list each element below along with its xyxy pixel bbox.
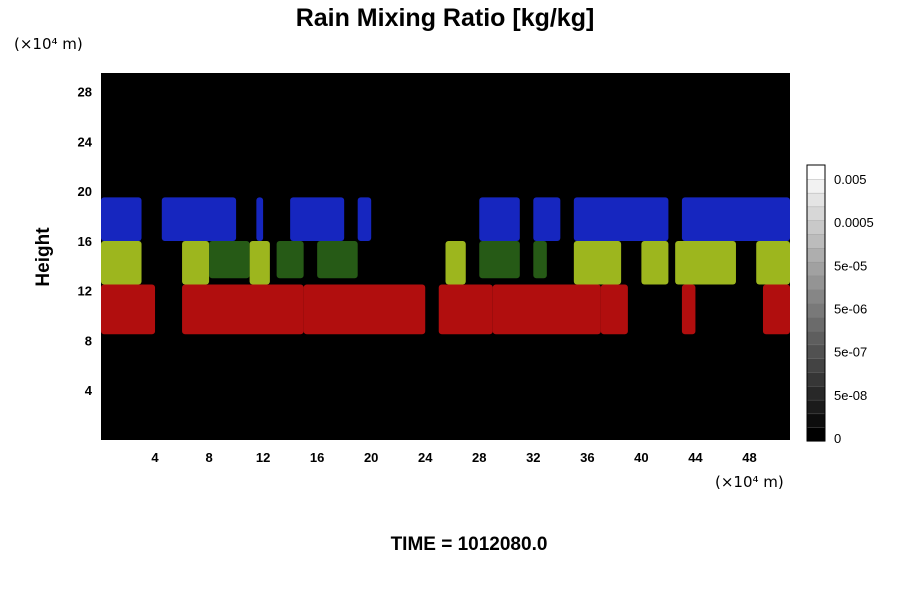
x-axis-unit: (×10⁴ m)	[715, 473, 784, 491]
colorbar-tick-label: 0.0005	[834, 215, 874, 230]
x-tick-label: 20	[364, 450, 378, 465]
y-axis-ticks: 4 8 12 16 20 24 28	[78, 85, 93, 399]
data-bands	[101, 197, 790, 335]
colorbar: 0.005 0.0005 5e-05 5e-06 5e-07 5e-08 0	[806, 164, 874, 446]
colorbar-step	[806, 289, 826, 304]
data-band-segment	[573, 240, 622, 285]
plot-area	[101, 73, 790, 440]
data-band-segment	[276, 240, 304, 279]
data-band-segment	[762, 284, 790, 335]
data-band-segment	[357, 197, 372, 241]
y-axis-label: Height	[33, 227, 54, 287]
data-band-segment	[161, 197, 237, 241]
colorbar-step	[806, 330, 826, 346]
x-tick-label: 24	[418, 450, 433, 465]
time-label: TIME = 1012080.0	[391, 534, 548, 555]
colorbar-step	[806, 164, 826, 180]
colorbar-step	[806, 247, 826, 263]
data-band-segment	[101, 197, 142, 241]
data-band-segment	[681, 284, 696, 335]
x-tick-label: 4	[151, 450, 159, 465]
data-band-segment	[573, 197, 669, 241]
x-axis-ticks: 4 8 12 16 20 24 28 32 36 40 44 48	[151, 450, 756, 465]
data-band-segment	[533, 197, 561, 241]
colorbar-step	[806, 399, 826, 415]
data-band-segment	[182, 284, 304, 335]
data-band-segment	[256, 197, 264, 241]
data-band-segment	[479, 240, 520, 279]
x-tick-label: 40	[634, 450, 648, 465]
y-tick-label: 16	[78, 234, 92, 249]
x-tick-label: 36	[580, 450, 594, 465]
data-band-segment	[101, 240, 142, 285]
y-tick-label: 20	[78, 184, 92, 199]
colorbar-tick-label: 5e-06	[834, 302, 867, 317]
data-band-segment	[492, 284, 601, 335]
data-band-segment	[479, 197, 520, 241]
data-band-segment	[209, 240, 250, 279]
colorbar-step	[806, 344, 826, 359]
colorbar-tick-label: 5e-08	[834, 388, 867, 403]
x-tick-label: 48	[742, 450, 756, 465]
colorbar-frame	[806, 164, 826, 442]
colorbar-step	[806, 371, 826, 387]
data-band-segment	[681, 197, 790, 241]
data-band-segment	[438, 284, 493, 335]
colorbar-step	[806, 427, 826, 442]
data-band-segment	[641, 240, 669, 285]
colorbar-step	[806, 220, 826, 235]
y-tick-label: 12	[78, 284, 92, 299]
data-band-segment	[303, 284, 426, 335]
data-band-segment	[600, 284, 628, 335]
colorbar-step	[806, 206, 826, 221]
data-band-segment	[317, 240, 358, 279]
data-band-segment	[756, 240, 790, 285]
colorbar-step	[806, 385, 826, 401]
y-tick-label: 24	[78, 134, 93, 149]
colorbar-step	[806, 302, 826, 318]
x-tick-label: 44	[688, 450, 703, 465]
y-tick-label: 28	[78, 85, 92, 100]
x-tick-label: 32	[526, 450, 540, 465]
colorbar-tick-label: 5e-07	[834, 345, 867, 360]
y-tick-label: 8	[85, 333, 92, 348]
data-band-segment	[182, 240, 210, 285]
data-band-segment	[675, 240, 736, 285]
data-band-segment	[101, 284, 156, 335]
colorbar-step	[806, 316, 826, 332]
y-axis-unit: (×10⁴ m)	[14, 35, 83, 53]
chart-title: Rain Mixing Ratio [kg/kg]	[296, 4, 595, 32]
x-tick-label: 16	[310, 450, 324, 465]
data-band-segment	[533, 240, 547, 279]
colorbar-tick-label: 0	[834, 431, 841, 446]
data-band-segment	[445, 240, 466, 285]
colorbar-step	[806, 178, 826, 194]
x-tick-label: 28	[472, 450, 486, 465]
colorbar-tick-label: 5e-05	[834, 258, 867, 273]
colorbar-step	[806, 233, 826, 249]
x-tick-label: 12	[256, 450, 270, 465]
colorbar-step	[806, 358, 826, 373]
colorbar-tick-label: 0.005	[834, 172, 867, 187]
y-tick-label: 4	[85, 383, 93, 398]
data-band-segment	[290, 197, 345, 241]
colorbar-step	[806, 192, 826, 208]
colorbar-step	[806, 261, 826, 277]
colorbar-step	[806, 275, 826, 290]
x-tick-label: 8	[205, 450, 212, 465]
colorbar-step	[806, 413, 826, 428]
data-band-segment	[249, 240, 270, 285]
